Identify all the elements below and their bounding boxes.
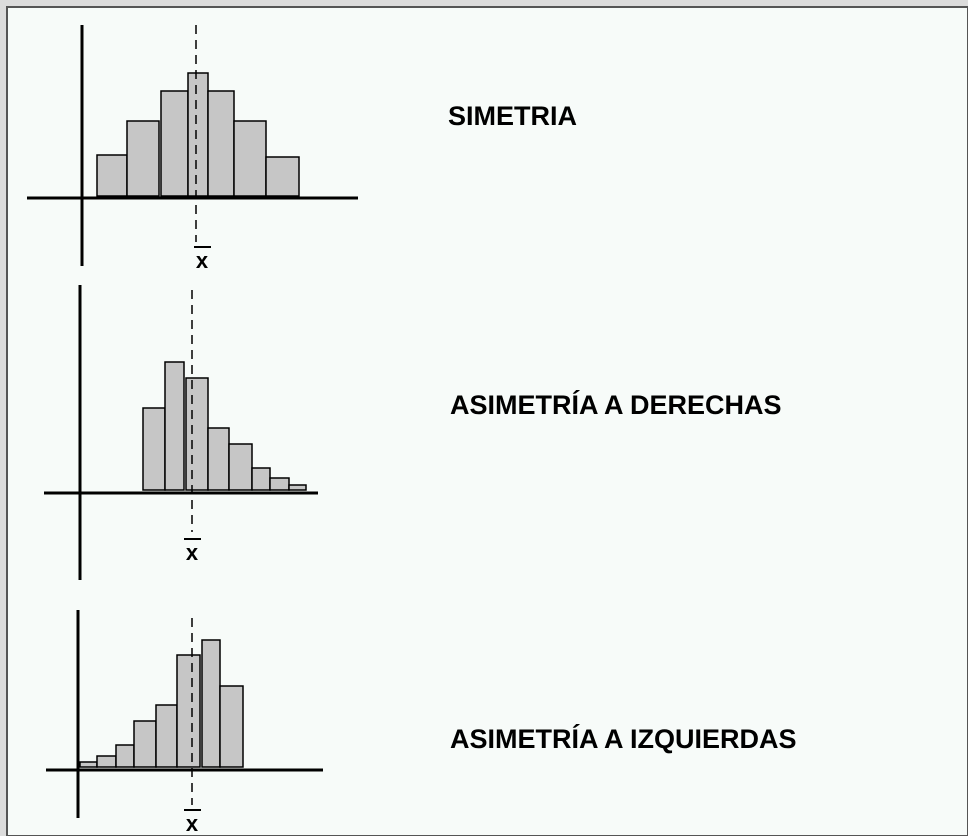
histogram-symmetric: x SIMETRIA <box>27 25 577 273</box>
bar <box>133 720 157 768</box>
histogram-right-skew: x ASIMETRÍA A DERECHAS <box>44 285 782 580</box>
bar <box>79 761 98 768</box>
bar <box>233 120 267 197</box>
bar <box>96 755 117 768</box>
bar <box>115 744 135 768</box>
bar <box>265 156 300 197</box>
bar <box>142 407 166 491</box>
bar <box>288 484 307 491</box>
bar <box>155 704 178 768</box>
mean-label: x <box>196 248 209 273</box>
bar <box>201 639 221 768</box>
panel-label: SIMETRIA <box>448 101 577 131</box>
bar <box>269 477 290 491</box>
mean-label: x <box>186 540 199 565</box>
bar <box>164 361 185 491</box>
bar <box>219 685 244 768</box>
bar <box>187 72 209 197</box>
histogram-left-skew: x ASIMETRÍA A IZQUIERDAS <box>46 610 797 836</box>
bar <box>160 90 189 197</box>
bar <box>207 90 235 197</box>
bar <box>176 654 201 768</box>
bar <box>96 154 128 197</box>
bar <box>207 427 230 491</box>
bar <box>185 377 209 491</box>
bar <box>228 443 253 491</box>
panel-label: ASIMETRÍA A IZQUIERDAS <box>450 723 797 754</box>
bar <box>251 467 271 491</box>
panel-label: ASIMETRÍA A DERECHAS <box>450 389 782 420</box>
mean-label: x <box>186 811 199 836</box>
bar <box>126 120 160 197</box>
